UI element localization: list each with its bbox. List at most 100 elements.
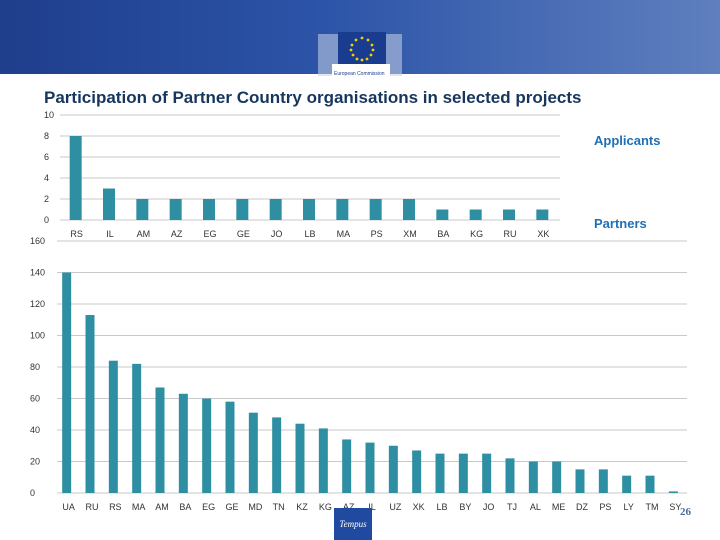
x-tick-label: AM xyxy=(137,229,151,239)
bar xyxy=(342,439,352,493)
x-tick-label: AM xyxy=(155,502,169,512)
y-tick-label: 40 xyxy=(30,425,40,435)
x-tick-label: LB xyxy=(436,502,447,512)
bar xyxy=(225,401,235,493)
slide-title: Participation of Partner Country organis… xyxy=(44,88,582,107)
bar xyxy=(132,363,142,493)
x-tick-label: XM xyxy=(403,229,417,239)
x-tick-label: TM xyxy=(646,502,659,512)
bar xyxy=(236,199,249,220)
y-tick-label: 2 xyxy=(44,194,49,204)
x-tick-label: KZ xyxy=(296,502,308,512)
x-tick-label: RU xyxy=(504,229,517,239)
bar xyxy=(469,209,482,220)
bar xyxy=(388,445,398,493)
bar xyxy=(536,209,549,220)
bar xyxy=(436,209,449,220)
y-tick-label: 10 xyxy=(44,110,54,120)
x-tick-label: PS xyxy=(599,502,611,512)
bar xyxy=(503,209,515,220)
bar xyxy=(108,360,118,493)
bar xyxy=(365,442,375,493)
x-tick-label: JO xyxy=(483,502,495,512)
x-tick-label: DZ xyxy=(576,502,588,512)
x-tick-label: XK xyxy=(537,229,549,239)
y-tick-label: 120 xyxy=(30,299,45,309)
x-tick-label: AZ xyxy=(343,502,355,512)
x-tick-label: JO xyxy=(271,229,283,239)
x-tick-label: RS xyxy=(109,502,122,512)
x-tick-label: ME xyxy=(552,502,566,512)
bar xyxy=(318,428,328,493)
x-tick-label: PS xyxy=(371,229,383,239)
bar xyxy=(622,475,632,493)
x-tick-label: XK xyxy=(413,502,425,512)
x-tick-label: BA xyxy=(437,229,449,239)
y-tick-label: 160 xyxy=(30,236,45,246)
x-tick-label: IL xyxy=(368,502,376,512)
y-tick-label: 6 xyxy=(44,152,49,162)
applicants-chart: 0 2 4 6 8 10 RS IL AM AZ EG GE JO LB MA PS XM BA KG RU XK App… xyxy=(44,110,660,239)
bar xyxy=(403,199,415,220)
y-tick-label: 80 xyxy=(30,362,40,372)
bar xyxy=(336,199,349,220)
y-tick-label: 20 xyxy=(30,457,40,467)
x-tick-label: MA xyxy=(132,502,146,512)
european-commission-logo: European Commission xyxy=(318,32,402,88)
bar xyxy=(369,199,382,220)
bar xyxy=(178,393,188,493)
bar xyxy=(598,469,608,493)
series-label: Partners xyxy=(594,216,647,231)
x-tick-label: KG xyxy=(470,229,483,239)
x-tick-label: AL xyxy=(530,502,541,512)
y-tick-label: 140 xyxy=(30,268,45,278)
page-number: 26 xyxy=(680,506,691,518)
y-tick-label: 8 xyxy=(44,131,49,141)
x-tick-label: MD xyxy=(248,502,262,512)
x-tick-label: GE xyxy=(225,502,238,512)
x-tick-label: GE xyxy=(237,229,250,239)
x-tick-label: KG xyxy=(319,502,332,512)
bar xyxy=(668,491,678,493)
series-label: Applicants xyxy=(594,133,660,148)
bar xyxy=(412,450,422,493)
bar xyxy=(435,453,445,493)
x-tick-label: AZ xyxy=(171,229,183,239)
tempus-logo: Tempus xyxy=(334,508,372,540)
bar xyxy=(62,272,72,493)
bar xyxy=(505,458,515,493)
x-tick-label: IL xyxy=(106,229,114,239)
x-tick-label: RU xyxy=(86,502,99,512)
x-tick-label: LY xyxy=(623,502,633,512)
x-tick-label: TJ xyxy=(507,502,517,512)
bar xyxy=(645,475,655,493)
bar xyxy=(136,199,149,220)
x-tick-label: LB xyxy=(304,229,315,239)
bar xyxy=(155,387,165,493)
bar xyxy=(552,461,562,493)
x-tick-label: SY xyxy=(669,502,681,512)
x-tick-label: UZ xyxy=(389,502,401,512)
logo-text: European Commission xyxy=(334,71,385,77)
bar xyxy=(202,398,212,493)
bar xyxy=(482,453,492,493)
x-tick-label: EG xyxy=(202,502,215,512)
bar xyxy=(85,315,95,493)
x-tick-label: UA xyxy=(62,502,75,512)
partners-chart: 0 20 40 60 80 100 120 140 160 UA RU RS MA AM BA EG GE MD T… xyxy=(30,216,687,512)
bar xyxy=(248,412,258,493)
bar xyxy=(295,423,305,493)
x-tick-label: MA xyxy=(337,229,351,239)
x-tick-label: BA xyxy=(179,502,191,512)
x-tick-label: EG xyxy=(203,229,216,239)
bar xyxy=(458,453,468,493)
y-tick-label: 4 xyxy=(44,173,49,183)
x-tick-label: BY xyxy=(459,502,471,512)
x-tick-label: TN xyxy=(273,502,285,512)
bar xyxy=(303,199,315,220)
bar xyxy=(169,199,182,220)
bar xyxy=(575,469,585,493)
bar xyxy=(528,461,538,493)
x-tick-label: RS xyxy=(70,229,83,239)
